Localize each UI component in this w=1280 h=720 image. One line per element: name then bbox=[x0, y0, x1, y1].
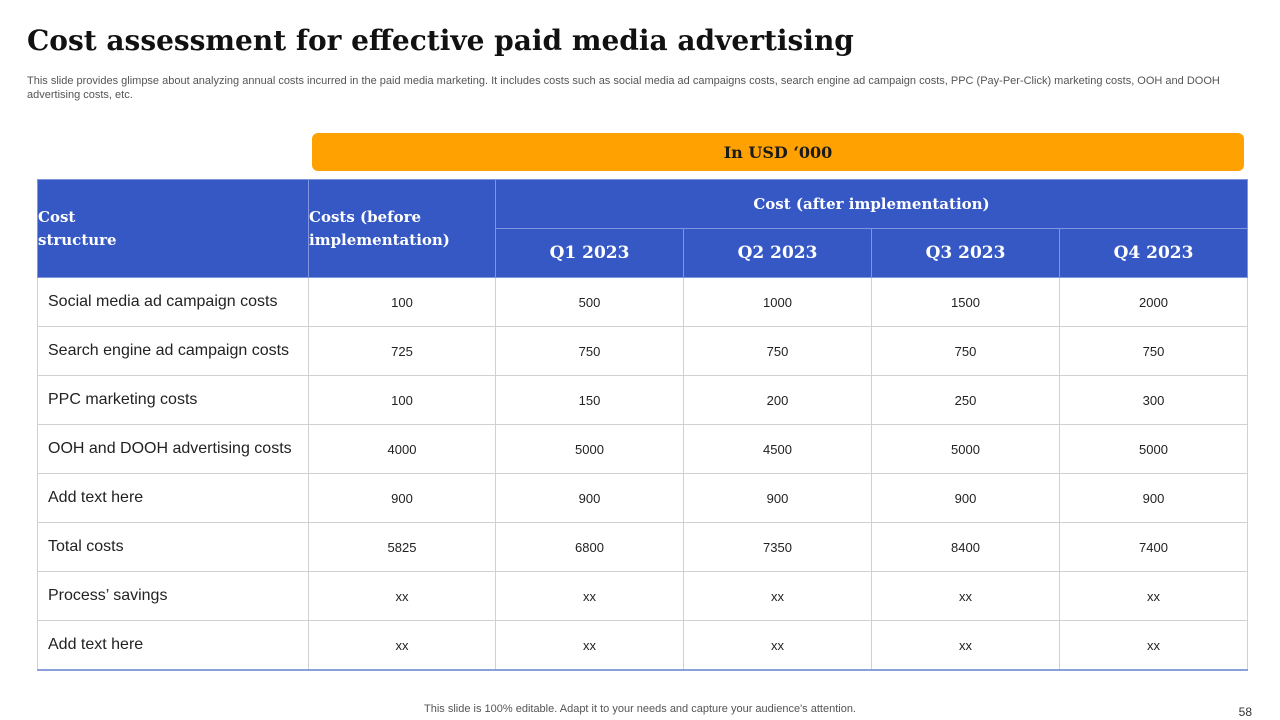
table-cell: 4500 bbox=[683, 424, 872, 474]
table-cell: 4000 bbox=[308, 424, 496, 474]
table-cell: 750 bbox=[871, 326, 1060, 376]
table-quarter-row: Q1 2023 Q2 2023 Q3 2023 Q4 2023 bbox=[38, 228, 1248, 278]
table-cell: 750 bbox=[683, 326, 872, 376]
unit-banner: In USD ‘000 bbox=[312, 133, 1244, 171]
table-cell: 250 bbox=[871, 375, 1060, 425]
table-row: Search engine ad campaign costs 725 750 … bbox=[37, 326, 1248, 376]
table-cell: 1500 bbox=[871, 277, 1060, 327]
table-row: OOH and DOOH advertising costs 4000 5000… bbox=[37, 424, 1248, 474]
table-cell: 7350 bbox=[683, 522, 872, 572]
header-quarter: Q2 2023 bbox=[683, 228, 872, 278]
table-cell: 300 bbox=[1059, 375, 1248, 425]
header-before-line2: implementation) bbox=[309, 230, 450, 249]
row-label: Social media ad campaign costs bbox=[37, 277, 309, 327]
header-cost-structure: Cost structure bbox=[37, 179, 309, 278]
table-cell: 200 bbox=[683, 375, 872, 425]
table-cell: xx bbox=[308, 620, 496, 671]
table-cell: 900 bbox=[495, 473, 684, 523]
header-structure-line1: Cost bbox=[38, 207, 76, 226]
unit-label: In USD ‘000 bbox=[723, 142, 833, 162]
table-cell: xx bbox=[1059, 571, 1248, 621]
table-cell: 900 bbox=[683, 473, 872, 523]
row-label: Search engine ad campaign costs bbox=[37, 326, 309, 376]
table-cell: xx bbox=[495, 620, 684, 671]
header-cost-after: Cost (after implementation) bbox=[495, 179, 1248, 229]
table-cell: 6800 bbox=[495, 522, 684, 572]
table-cell: 5000 bbox=[1059, 424, 1248, 474]
table-cell: xx bbox=[495, 571, 684, 621]
table-row: Add text here xx xx xx xx xx bbox=[37, 620, 1248, 671]
table-cell: 150 bbox=[495, 375, 684, 425]
page-number: 58 bbox=[1238, 705, 1252, 719]
slide-title: Cost assessment for effective paid media… bbox=[27, 24, 854, 57]
header-quarter: Q4 2023 bbox=[1059, 228, 1248, 278]
table-cell: 900 bbox=[871, 473, 1060, 523]
header-quarter: Q3 2023 bbox=[871, 228, 1060, 278]
table-cell: 5000 bbox=[495, 424, 684, 474]
table-cell: 900 bbox=[308, 473, 496, 523]
table-cell: 1000 bbox=[683, 277, 872, 327]
header-before-line1: Costs (before bbox=[309, 207, 422, 226]
header-structure-line2: structure bbox=[38, 230, 117, 249]
header-quarter: Q1 2023 bbox=[495, 228, 684, 278]
table-cell: 725 bbox=[308, 326, 496, 376]
table-header-row: Cost structure Costs (before implementat… bbox=[37, 179, 1248, 278]
table-cell: xx bbox=[683, 571, 872, 621]
table-cell: 8400 bbox=[871, 522, 1060, 572]
row-label: Total costs bbox=[37, 522, 309, 572]
row-label: Process’ savings bbox=[37, 571, 309, 621]
table-cell: xx bbox=[871, 571, 1060, 621]
table-cell: 100 bbox=[308, 277, 496, 327]
cost-table: Cost structure Costs (before implementat… bbox=[37, 179, 1248, 671]
row-label: OOH and DOOH advertising costs bbox=[37, 424, 309, 474]
table-cell: 100 bbox=[308, 375, 496, 425]
table-cell: 7400 bbox=[1059, 522, 1248, 572]
table-cell: xx bbox=[1059, 620, 1248, 671]
table-row: Social media ad campaign costs 100 500 1… bbox=[37, 277, 1248, 327]
table-cell: 5000 bbox=[871, 424, 1060, 474]
table-cell: xx bbox=[683, 620, 872, 671]
table-cell: 5825 bbox=[308, 522, 496, 572]
table-cell: 750 bbox=[495, 326, 684, 376]
table-cell: xx bbox=[871, 620, 1060, 671]
table-row: Add text here 900 900 900 900 900 bbox=[37, 473, 1248, 523]
table-row-total: Total costs 5825 6800 7350 8400 7400 bbox=[37, 522, 1248, 572]
slide-footer: This slide is 100% editable. Adapt it to… bbox=[424, 703, 856, 715]
row-label: Add text here bbox=[37, 473, 309, 523]
table-cell: 2000 bbox=[1059, 277, 1248, 327]
table-row: Process’ savings xx xx xx xx xx bbox=[37, 571, 1248, 621]
row-label: PPC marketing costs bbox=[37, 375, 309, 425]
table-cell: xx bbox=[308, 571, 496, 621]
table-cell: 900 bbox=[1059, 473, 1248, 523]
slide-subtitle: This slide provides glimpse about analyz… bbox=[27, 75, 1220, 101]
table-row: PPC marketing costs 100 150 200 250 300 bbox=[37, 375, 1248, 425]
row-label: Add text here bbox=[37, 620, 309, 671]
header-costs-before: Costs (before implementation) bbox=[308, 179, 496, 278]
table-cell: 750 bbox=[1059, 326, 1248, 376]
table-cell: 500 bbox=[495, 277, 684, 327]
